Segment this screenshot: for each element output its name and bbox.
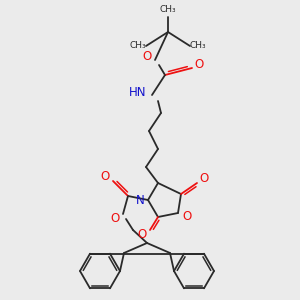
- Text: N: N: [136, 194, 144, 208]
- Text: O: O: [100, 170, 109, 184]
- Text: CH₃: CH₃: [190, 41, 206, 50]
- Text: O: O: [200, 172, 208, 185]
- Text: CH₃: CH₃: [130, 41, 146, 50]
- Text: O: O: [137, 227, 147, 241]
- Text: HN: HN: [129, 86, 147, 100]
- Text: O: O: [182, 211, 192, 224]
- Text: O: O: [194, 58, 204, 71]
- Text: CH₃: CH₃: [160, 5, 176, 14]
- Text: O: O: [110, 212, 120, 226]
- Text: O: O: [142, 50, 152, 64]
